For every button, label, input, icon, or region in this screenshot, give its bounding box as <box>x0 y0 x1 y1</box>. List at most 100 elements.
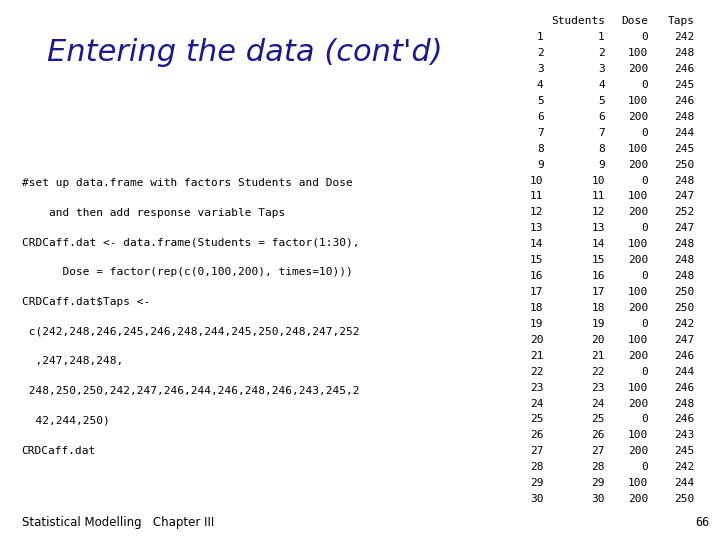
Text: and then add response variable Taps: and then add response variable Taps <box>22 208 285 218</box>
Text: 100: 100 <box>628 192 648 201</box>
Text: 26: 26 <box>591 430 605 441</box>
Text: 13: 13 <box>530 223 544 233</box>
Text: 0: 0 <box>642 80 648 90</box>
Text: 252: 252 <box>675 207 695 218</box>
Text: CRDCaff.dat <- data.frame(Students = factor(1:30),: CRDCaff.dat <- data.frame(Students = fac… <box>22 238 359 248</box>
Text: 3: 3 <box>537 64 544 74</box>
Text: 200: 200 <box>628 303 648 313</box>
Text: Students: Students <box>551 16 605 26</box>
Text: 8: 8 <box>598 144 605 154</box>
Text: 200: 200 <box>628 399 648 409</box>
Text: 6: 6 <box>537 112 544 122</box>
Text: 19: 19 <box>591 319 605 329</box>
Text: 1: 1 <box>537 32 544 42</box>
Text: 246: 246 <box>675 382 695 393</box>
Text: 42,244,250): 42,244,250) <box>22 416 109 426</box>
Text: 5: 5 <box>537 96 544 106</box>
Text: 23: 23 <box>591 382 605 393</box>
Text: 100: 100 <box>628 287 648 297</box>
Text: 4: 4 <box>598 80 605 90</box>
Text: 28: 28 <box>530 462 544 472</box>
Text: 100: 100 <box>628 96 648 106</box>
Text: 200: 200 <box>628 494 648 504</box>
Text: 248: 248 <box>675 48 695 58</box>
Text: 0: 0 <box>642 271 648 281</box>
Text: 19: 19 <box>530 319 544 329</box>
Text: 250: 250 <box>675 160 695 170</box>
Text: 2: 2 <box>537 48 544 58</box>
Text: 18: 18 <box>530 303 544 313</box>
Text: 9: 9 <box>537 160 544 170</box>
Text: 14: 14 <box>530 239 544 249</box>
Text: 0: 0 <box>642 367 648 377</box>
Text: 17: 17 <box>591 287 605 297</box>
Text: 248,250,250,242,247,246,244,246,248,246,243,245,2: 248,250,250,242,247,246,244,246,248,246,… <box>22 386 359 396</box>
Text: 200: 200 <box>628 255 648 265</box>
Text: 250: 250 <box>675 303 695 313</box>
Text: 22: 22 <box>530 367 544 377</box>
Text: 6: 6 <box>598 112 605 122</box>
Text: 11: 11 <box>530 192 544 201</box>
Text: 242: 242 <box>675 32 695 42</box>
Text: 3: 3 <box>598 64 605 74</box>
Text: 16: 16 <box>591 271 605 281</box>
Text: 10: 10 <box>530 176 544 186</box>
Text: 9: 9 <box>598 160 605 170</box>
Text: 28: 28 <box>591 462 605 472</box>
Text: 11: 11 <box>591 192 605 201</box>
Text: 12: 12 <box>591 207 605 218</box>
Text: 10: 10 <box>591 176 605 186</box>
Text: 21: 21 <box>530 351 544 361</box>
Text: 246: 246 <box>675 64 695 74</box>
Text: 242: 242 <box>675 319 695 329</box>
Text: 21: 21 <box>591 351 605 361</box>
Text: 242: 242 <box>675 462 695 472</box>
Text: 0: 0 <box>642 176 648 186</box>
Text: 26: 26 <box>530 430 544 441</box>
Text: 247: 247 <box>675 223 695 233</box>
Text: 100: 100 <box>628 239 648 249</box>
Text: 29: 29 <box>530 478 544 488</box>
Text: 248: 248 <box>675 112 695 122</box>
Text: 248: 248 <box>675 271 695 281</box>
Text: 250: 250 <box>675 494 695 504</box>
Text: 245: 245 <box>675 144 695 154</box>
Text: 248: 248 <box>675 399 695 409</box>
Text: 244: 244 <box>675 478 695 488</box>
Text: c(242,248,246,245,246,248,244,245,250,248,247,252: c(242,248,246,245,246,248,244,245,250,24… <box>22 327 359 337</box>
Text: 247: 247 <box>675 335 695 345</box>
Text: 30: 30 <box>530 494 544 504</box>
Text: 24: 24 <box>591 399 605 409</box>
Text: 248: 248 <box>675 255 695 265</box>
Text: 7: 7 <box>537 128 544 138</box>
Text: 200: 200 <box>628 351 648 361</box>
Text: 243: 243 <box>675 430 695 441</box>
Text: 0: 0 <box>642 462 648 472</box>
Text: 244: 244 <box>675 128 695 138</box>
Text: 25: 25 <box>530 415 544 424</box>
Text: 20: 20 <box>591 335 605 345</box>
Text: 100: 100 <box>628 478 648 488</box>
Text: 13: 13 <box>591 223 605 233</box>
Text: 100: 100 <box>628 382 648 393</box>
Text: 24: 24 <box>530 399 544 409</box>
Text: 17: 17 <box>530 287 544 297</box>
Text: 23: 23 <box>530 382 544 393</box>
Text: 1: 1 <box>598 32 605 42</box>
Text: 100: 100 <box>628 144 648 154</box>
Text: 2: 2 <box>598 48 605 58</box>
Text: 4: 4 <box>537 80 544 90</box>
Text: 66: 66 <box>695 516 709 529</box>
Text: Entering the data (cont'd): Entering the data (cont'd) <box>47 38 443 67</box>
Text: 25: 25 <box>591 415 605 424</box>
Text: 200: 200 <box>628 446 648 456</box>
Text: 27: 27 <box>591 446 605 456</box>
Text: 0: 0 <box>642 223 648 233</box>
Text: 0: 0 <box>642 415 648 424</box>
Text: 245: 245 <box>675 446 695 456</box>
Text: 248: 248 <box>675 176 695 186</box>
Text: Dose = factor(rep(c(0,100,200), times=10))): Dose = factor(rep(c(0,100,200), times=10… <box>22 267 352 278</box>
Text: CRDCaff.dat$Taps <-: CRDCaff.dat$Taps <- <box>22 297 150 307</box>
Text: 12: 12 <box>530 207 544 218</box>
Text: 200: 200 <box>628 207 648 218</box>
